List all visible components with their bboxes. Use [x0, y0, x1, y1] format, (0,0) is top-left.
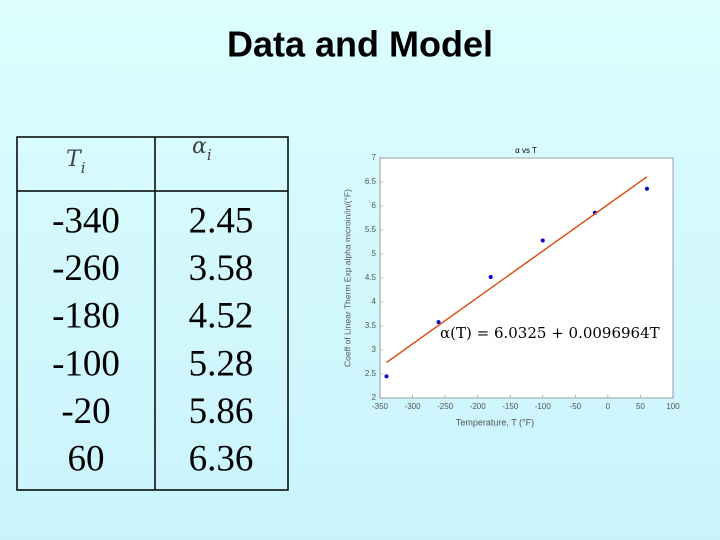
table-cell: -180 [52, 296, 120, 337]
header-symbol: T [66, 147, 83, 172]
table-cell: -260 [52, 248, 120, 289]
fit-line [386, 176, 648, 364]
x-tick-label: -200 [470, 402, 487, 411]
header-subscript: i [81, 159, 86, 177]
x-tick-label: 50 [636, 402, 645, 411]
header-subscript: i [207, 146, 212, 164]
x-tick-label: 100 [666, 402, 680, 411]
y-tick-label: 3 [372, 345, 377, 354]
table-cell: -100 [52, 343, 120, 384]
table-cell: 5.28 [189, 343, 254, 384]
table-cell: -20 [61, 391, 110, 432]
table-body: -340 2.45 -260 3.58 -180 4.52 -100 5.28 -20 5.86 6… [52, 200, 253, 479]
x-tick-label: -150 [502, 402, 519, 411]
header-symbol: α [192, 134, 207, 159]
x-tick-label: -100 [535, 402, 552, 411]
table-cell: 60 [68, 438, 105, 479]
x-tick-label: -350 [372, 402, 389, 411]
x-axis-label: Temperature, T (°F) [456, 417, 534, 427]
x-tick-label: 0 [606, 402, 611, 411]
table-header: αi [192, 134, 212, 164]
y-tick-label: 7 [372, 153, 377, 162]
y-tick-label: 6 [372, 201, 377, 210]
table-header: Ti [66, 147, 86, 177]
data-point [644, 186, 649, 191]
y-axis-label: Coeff of Linear Therm Exp alpha microin/… [342, 189, 352, 367]
fit-annotation: α(T) = 6.0325 + 0.0096964T [440, 324, 660, 342]
x-tick-label: -50 [570, 402, 582, 411]
y-tick-label: 5.5 [365, 225, 377, 234]
plot-area [379, 157, 674, 399]
x-tick-label: -250 [437, 402, 454, 411]
data-point [384, 374, 389, 379]
table-cell: 6.36 [189, 438, 254, 479]
data-point [436, 320, 441, 325]
chart-title: α vs T [515, 146, 537, 155]
slide-title: Data and Model [227, 24, 493, 65]
y-tick-label: 4.5 [365, 273, 377, 282]
y-tick-label: 2.5 [365, 369, 377, 378]
y-tick-label: 3.5 [365, 321, 377, 330]
data-point [540, 238, 545, 243]
table-cell: 4.52 [189, 296, 254, 337]
x-tick-label: -300 [405, 402, 422, 411]
y-tick-label: 2 [372, 393, 377, 402]
table-cell: 3.58 [189, 248, 254, 289]
table-cell: 2.45 [189, 200, 254, 241]
chart: 2 2.5 3 3.5 4 4.5 5 5.5 6 6.5 7 -350 -300 -250 -200 -15… [365, 153, 680, 411]
table [16, 136, 289, 491]
data-point [488, 275, 493, 280]
y-tick-label: 4 [372, 297, 377, 306]
y-tick-label: 6.5 [365, 177, 377, 186]
table-cell: -340 [52, 200, 120, 241]
table-border [16, 136, 289, 491]
table-cell: 5.86 [189, 391, 254, 432]
y-tick-label: 5 [372, 249, 377, 258]
